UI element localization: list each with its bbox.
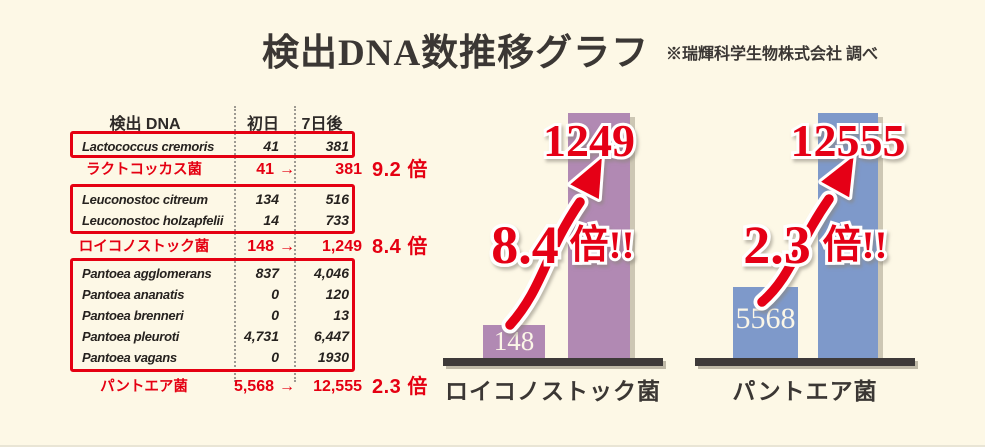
day1-value: 41 xyxy=(263,138,279,154)
species-name: Pantoea ananatis xyxy=(82,287,185,302)
table-row: Pantoea agglomerans 837 4,046 xyxy=(73,263,352,284)
group-label: ロイコノストック菌 xyxy=(78,239,210,255)
growth-arrow xyxy=(505,197,585,330)
arrowhead-icon xyxy=(567,154,605,202)
day1-value: 134 xyxy=(255,191,279,207)
table-row: Leuconostoc holzapfelii 14 733 xyxy=(73,210,352,231)
chart-baseline xyxy=(695,358,915,366)
species-name: Pantoea vagans xyxy=(82,350,177,365)
col-header-name: 検出 DNA xyxy=(109,116,181,133)
summary-to: 1,249 xyxy=(321,238,362,255)
table-row: Leuconostoc citreum 134 516 xyxy=(73,189,352,210)
day1-value: 14 xyxy=(263,212,279,228)
chart-title: ロイコノストック菌 xyxy=(445,379,661,404)
table-row: Lactococcus cremoris 41 381 xyxy=(73,136,352,157)
column-divider xyxy=(234,106,236,382)
species-name: Pantoea agglomerans xyxy=(82,266,212,281)
summary-from: 5,568 xyxy=(233,378,274,395)
species-group-box: Leuconostoc citreum 134 516 Leuconostoc … xyxy=(70,184,355,234)
growth-factor: 9.2 倍 xyxy=(372,159,428,181)
day1-value: 0 xyxy=(271,349,279,365)
day7-value: 381 xyxy=(325,138,349,154)
table-row: Pantoea pleuroti 4,731 6,447 xyxy=(73,326,352,347)
growth-factor: 2.3 倍 xyxy=(372,376,428,398)
right-arrow-icon: → xyxy=(279,238,295,255)
right-arrow-icon: → xyxy=(279,161,295,178)
group-summary-row: ラクトコッカス菌 41 → 381 9.2 倍 xyxy=(70,159,428,181)
chart-title: パントエア菌 xyxy=(732,379,878,404)
factor-number: 8.4 xyxy=(491,215,559,275)
col-header-day7: 7日後 xyxy=(301,116,343,133)
group-summary-row: パントエア菌 5,568 → 12,555 2.3 倍 xyxy=(70,376,428,398)
day7-value: 4,046 xyxy=(313,265,349,281)
day7-value-label: 1249 xyxy=(543,115,635,166)
summary-from: 148 xyxy=(247,238,274,255)
arrowhead-icon xyxy=(818,153,857,201)
day1-value: 0 xyxy=(271,307,279,323)
day7-value: 733 xyxy=(325,212,349,228)
day7-value: 13 xyxy=(333,307,349,323)
right-arrow-icon: → xyxy=(279,378,295,395)
species-group-box: Lactococcus cremoris 41 381 xyxy=(70,131,355,158)
page-title: 検出DNA数推移グラフ xyxy=(262,33,650,74)
summary-from: 41 xyxy=(256,161,274,178)
summary-to: 12,555 xyxy=(313,378,362,395)
group-label: ラクトコッカス菌 xyxy=(86,162,202,178)
group-summary-row: ロイコノストック菌 148 → 1,249 8.4 倍 xyxy=(70,236,428,258)
species-group-box: Pantoea agglomerans 837 4,046 Pantoea an… xyxy=(70,258,355,372)
chart-annotations: 1249 8.4 倍!! xyxy=(488,112,638,334)
day1-value: 4,731 xyxy=(243,328,279,344)
table-row: Pantoea vagans 0 1930 xyxy=(73,347,352,368)
day1-value: 0 xyxy=(271,286,279,302)
summary-to: 381 xyxy=(335,161,362,178)
day7-value: 120 xyxy=(325,286,349,302)
factor-suffix: 倍!! xyxy=(570,224,635,267)
table-row: Pantoea ananatis 0 120 xyxy=(73,284,352,305)
day7-value: 6,447 xyxy=(313,328,349,344)
day7-bar xyxy=(568,113,630,358)
dna-table: 検出 DNA 初日 7日後 Lactococcus cremoris 41 38… xyxy=(66,100,436,410)
factor-number: 2.3 xyxy=(743,215,811,275)
day7-value: 1930 xyxy=(317,349,349,365)
day7-value-label: 12555 xyxy=(791,115,906,166)
bar-chart-pantoea: 5568 パントエア菌 12555 2.3 倍!! xyxy=(695,95,915,415)
species-name: Leuconostoc citreum xyxy=(82,192,208,207)
species-name: Lactococcus cremoris xyxy=(82,139,215,154)
source-note: ※瑞輝科学生物株式会社 調べ xyxy=(666,46,879,63)
growth-factor: 8.4 倍 xyxy=(372,236,428,258)
table-row: Pantoea brenneri 0 13 xyxy=(73,305,352,326)
day7-bar xyxy=(818,113,878,358)
species-name: Pantoea brenneri xyxy=(82,308,184,323)
chart-annotations: 12555 2.3 倍!! xyxy=(740,112,909,311)
day1-value: 837 xyxy=(255,265,279,281)
species-name: Leuconostoc holzapfelii xyxy=(82,213,224,228)
bar-chart-leuconostoc: 148 ロイコノストック菌 1249 8.4 倍!! xyxy=(443,95,663,415)
growth-arrow xyxy=(757,194,834,307)
species-name: Pantoea pleuroti xyxy=(82,329,180,344)
col-header-day1: 初日 xyxy=(246,116,280,133)
chart-baseline xyxy=(443,358,663,366)
group-label: パントエア菌 xyxy=(100,379,188,395)
column-divider xyxy=(294,106,296,382)
factor-suffix: 倍!! xyxy=(823,224,888,267)
day7-value: 516 xyxy=(325,191,349,207)
